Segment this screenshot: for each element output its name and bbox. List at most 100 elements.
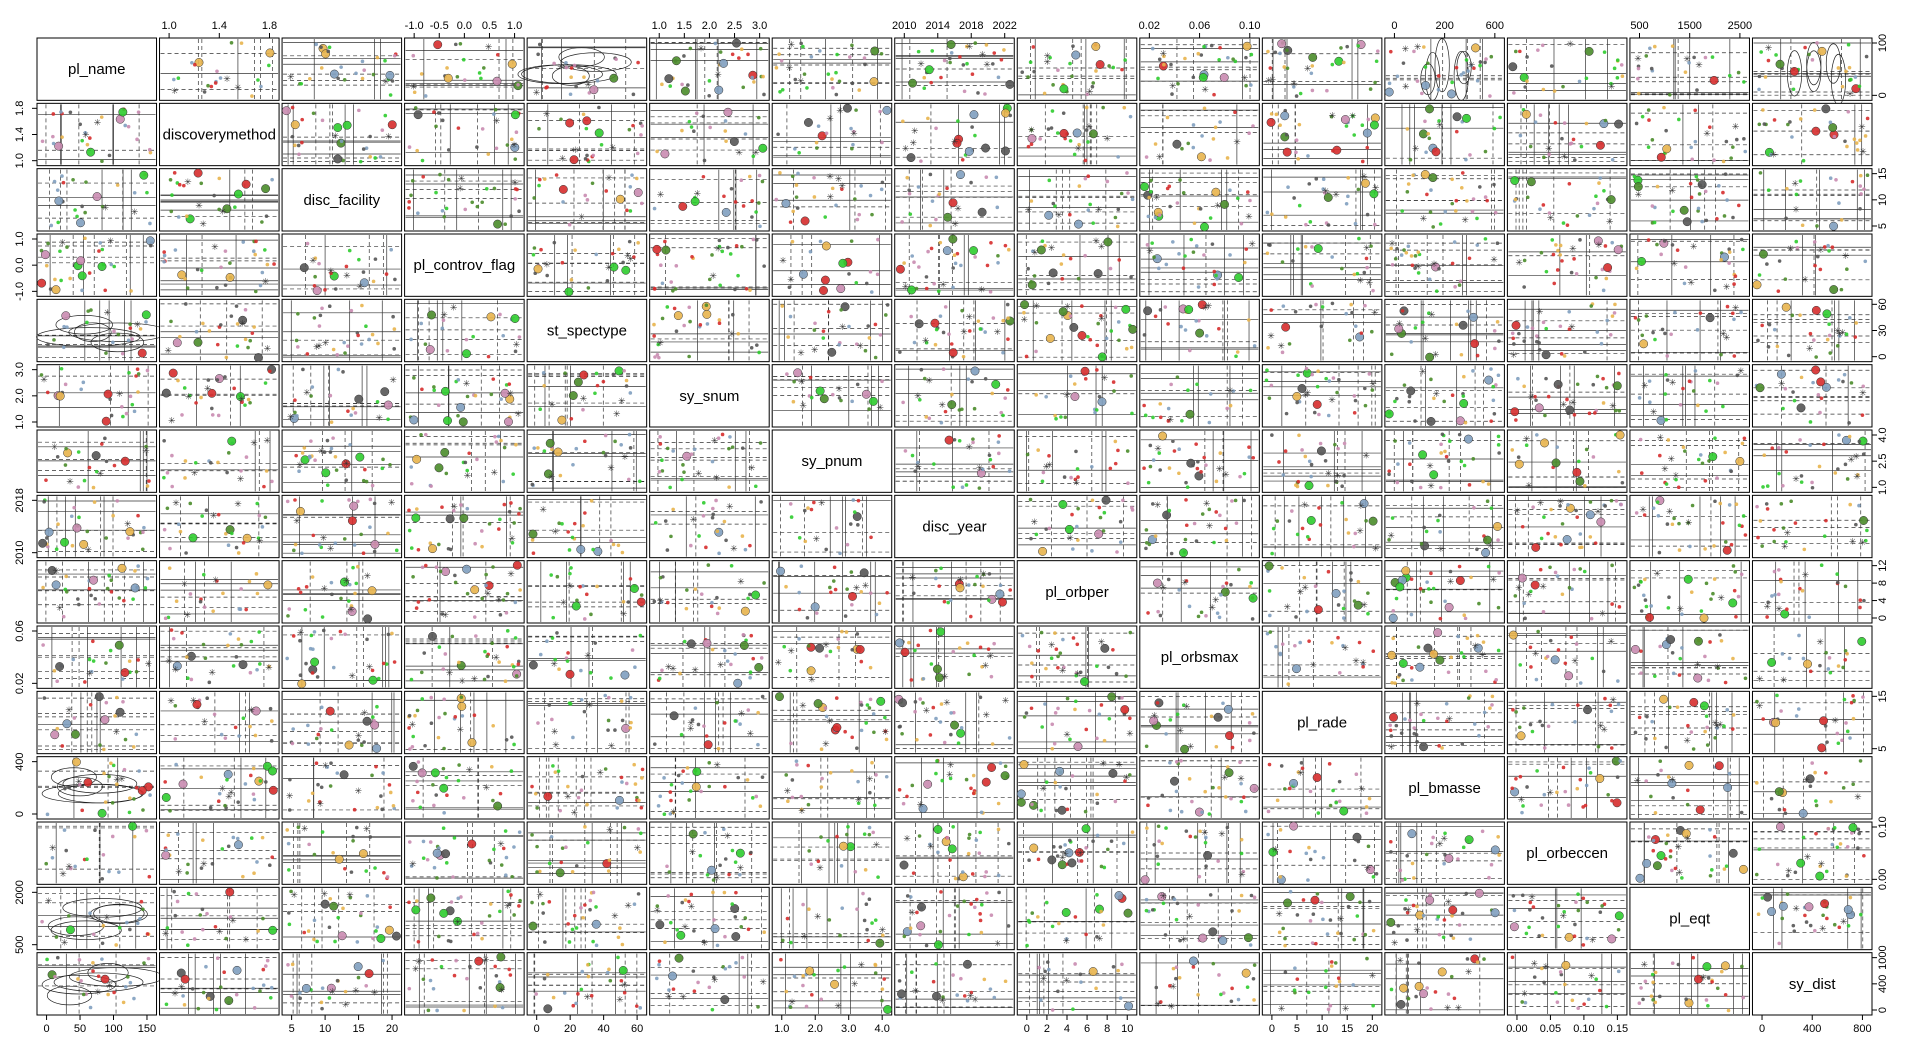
data-point [362, 68, 367, 72]
data-point [1300, 526, 1305, 531]
data-point [82, 478, 87, 483]
data-point [1498, 115, 1502, 120]
data-point [1666, 438, 1671, 442]
data-point [1368, 87, 1373, 91]
data-point [1034, 393, 1038, 397]
data-point [1212, 269, 1217, 274]
data-point [571, 462, 575, 467]
data-point [62, 324, 66, 329]
data-point [1425, 352, 1435, 362]
data-point [1670, 243, 1675, 247]
data-point [996, 440, 1001, 444]
data-point [1708, 452, 1718, 462]
data-point [1535, 433, 1539, 437]
data-point [996, 75, 1001, 80]
data-point [1484, 375, 1494, 385]
data-point [987, 453, 992, 458]
data-point [1321, 177, 1326, 182]
data-point [107, 573, 111, 578]
data-point [1465, 199, 1469, 203]
data-point [837, 79, 842, 84]
data-point [564, 65, 569, 70]
data-point [824, 131, 829, 136]
data-point [729, 186, 734, 191]
data-point [1348, 338, 1352, 343]
data-point [1486, 564, 1491, 569]
data-point [1632, 174, 1637, 179]
data-point [367, 586, 377, 596]
data-point [665, 446, 670, 451]
centroid-marker: ✳ [938, 401, 946, 411]
centroid-marker: ✳ [1322, 187, 1330, 197]
data-point [303, 608, 308, 612]
data-point [1001, 318, 1006, 323]
data-point [257, 513, 262, 518]
data-point [1177, 252, 1181, 256]
data-point [518, 588, 522, 592]
data-point [669, 280, 674, 284]
confidence-ellipse [1453, 50, 1469, 101]
data-point [423, 432, 428, 437]
data-point [1731, 215, 1735, 220]
data-point [1236, 196, 1240, 201]
data-point [632, 255, 636, 259]
data-point [1251, 455, 1256, 460]
data-point [1129, 345, 1134, 350]
data-point [297, 152, 301, 157]
data-point [908, 78, 917, 88]
data-point [569, 75, 573, 80]
data-point [1810, 480, 1814, 485]
data-point [713, 41, 718, 46]
data-point [1352, 599, 1357, 603]
centroid-marker: ✳ [1031, 518, 1039, 528]
data-point [1664, 372, 1668, 377]
data-point [781, 199, 791, 208]
panel-disc_facility-vs-pl_name: ✳✳ [36, 168, 158, 232]
panel-disc_year-vs-pl_controv_flag: ✳✳ [404, 494, 525, 559]
data-point [581, 112, 586, 117]
data-point [1186, 388, 1190, 393]
centroid-marker: ✳ [1487, 542, 1495, 552]
data-point [818, 239, 823, 244]
centroid-marker: ✳ [185, 393, 193, 403]
data-point [959, 263, 963, 268]
panel-frame [36, 494, 158, 559]
data-point [217, 176, 222, 181]
data-point [710, 459, 715, 464]
panel-discoverymethod-vs-st_spectype: ✳✳✳✳ [526, 102, 648, 167]
data-point [1280, 350, 1285, 355]
centroid-marker: ✳ [1525, 591, 1533, 601]
centroid-marker: ✳ [66, 477, 74, 487]
data-point [1455, 416, 1465, 426]
data-point [83, 236, 87, 241]
panel-sy_pnum-vs-pl_eqt: ✳✳✳✳ [1629, 429, 1750, 493]
data-point [1235, 350, 1240, 354]
data-point [1573, 158, 1577, 162]
data-point [1656, 415, 1666, 425]
data-point [1001, 413, 1005, 418]
data-point [328, 450, 333, 454]
data-point [869, 77, 879, 87]
data-point [1727, 261, 1731, 265]
data-point [1077, 142, 1081, 147]
data-point [44, 527, 54, 537]
data-point [569, 155, 579, 165]
data-point [1741, 514, 1746, 518]
data-point [1393, 256, 1398, 261]
data-point [497, 527, 501, 531]
data-point [198, 599, 203, 604]
panel-disc_facility-vs-pl_rade: ✳✳✳✳ [1261, 168, 1383, 232]
data-point [380, 387, 390, 397]
data-point [348, 442, 352, 447]
centroid-marker: ✳ [1672, 471, 1680, 481]
centroid-marker: ✳ [456, 184, 464, 194]
centroid-marker: ✳ [1677, 605, 1685, 615]
data-point [1762, 453, 1767, 458]
data-point [1644, 54, 1649, 58]
data-point [1525, 79, 1529, 83]
centroid-marker: ✳ [1371, 309, 1379, 319]
data-point [317, 261, 321, 266]
data-point [779, 58, 784, 63]
data-point [409, 465, 414, 469]
data-point [1036, 245, 1046, 255]
